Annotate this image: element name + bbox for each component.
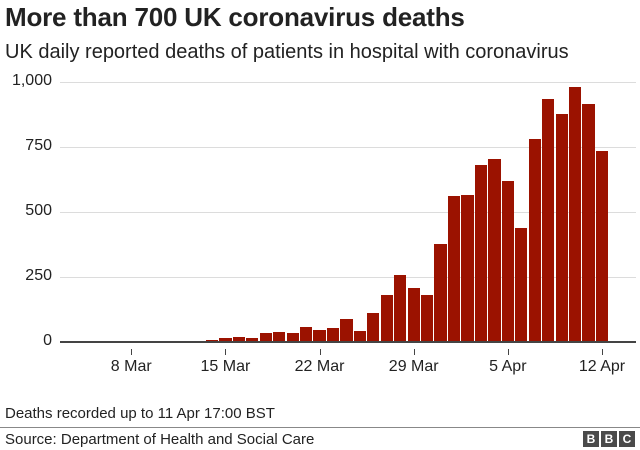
x-axis-label: 8 Mar — [110, 358, 152, 375]
bar — [542, 99, 555, 342]
bar — [568, 87, 582, 342]
bar — [488, 158, 501, 342]
bar — [474, 164, 488, 342]
x-axis-label: 12 Apr — [578, 358, 626, 375]
y-axis-label: 750 — [25, 137, 52, 154]
x-tick — [602, 349, 603, 355]
x-tick — [507, 349, 509, 355]
bar — [582, 103, 595, 342]
bar — [353, 331, 367, 342]
bar — [515, 228, 528, 342]
bar — [219, 338, 232, 342]
bar — [434, 243, 447, 342]
x-axis-label: 22 Mar — [294, 358, 345, 375]
bar — [555, 113, 568, 342]
bar — [407, 288, 420, 342]
bar — [340, 319, 353, 342]
y-axis-label: 500 — [25, 202, 52, 219]
bar — [313, 329, 326, 342]
x-axis-label: 15 Mar — [200, 358, 251, 375]
bar — [273, 331, 286, 342]
bbc-logo-letter: B — [601, 431, 617, 447]
bbc-logo: B B C — [583, 431, 635, 447]
footer-divider — [0, 427, 640, 428]
bar — [259, 333, 272, 342]
x-tick — [225, 349, 227, 355]
bar-chart: 0 250 500 750 1,000 8 Mar 15 Mar 22 Mar 29 Mar 5 … — [0, 70, 640, 400]
data-note: Deaths recorded up to 11 Apr 17:00 BST — [5, 405, 275, 422]
bar — [394, 274, 407, 342]
source-text: Source: Department of Health and Social … — [5, 431, 315, 448]
gridline — [60, 212, 636, 213]
x-axis-label: 5 Apr — [489, 358, 527, 375]
x-tick — [319, 349, 321, 355]
bar — [528, 138, 541, 342]
bar — [232, 336, 245, 342]
y-axis-label: 250 — [25, 267, 52, 284]
bar — [286, 333, 299, 342]
y-axis-label: 1,000 — [11, 72, 52, 89]
bbc-logo-letter: B — [583, 431, 599, 447]
chart-subtitle: UK daily reported deaths of patients in … — [5, 41, 569, 63]
y-axis-label: 0 — [43, 332, 52, 349]
bar — [246, 337, 259, 342]
bar — [367, 313, 380, 342]
x-tick — [413, 349, 415, 355]
x-tick — [131, 349, 133, 355]
bbc-logo-letter: C — [619, 431, 635, 447]
gridline — [60, 82, 636, 83]
bar — [501, 181, 514, 342]
bar — [447, 196, 461, 342]
gridline — [60, 147, 636, 148]
bar — [205, 339, 219, 342]
bar — [326, 327, 340, 342]
bar — [595, 151, 609, 342]
bar — [421, 295, 434, 342]
x-axis-label: 29 Mar — [388, 358, 439, 375]
gridline — [60, 277, 636, 278]
bar — [461, 195, 474, 342]
x-axis-line — [60, 341, 636, 343]
chart-title: More than 700 UK coronavirus deaths — [5, 2, 465, 32]
bar — [299, 327, 313, 342]
bar — [380, 295, 393, 342]
